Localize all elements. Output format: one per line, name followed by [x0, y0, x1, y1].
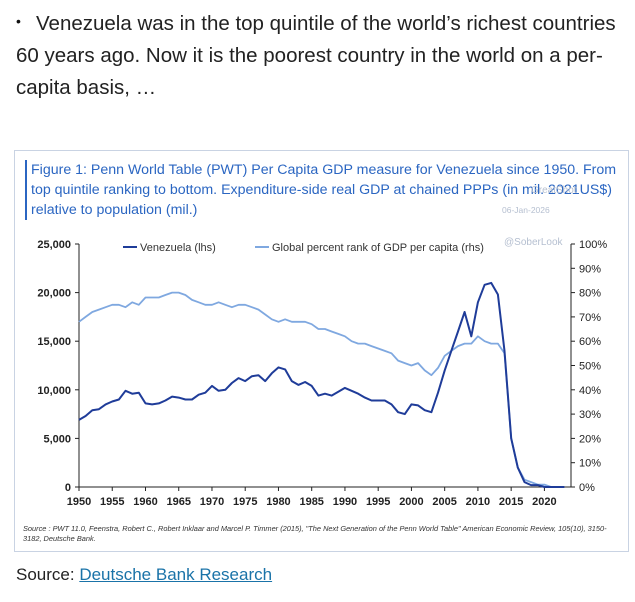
figure-title: Figure 1: Penn World Table (PWT) Per Cap… — [25, 160, 621, 220]
x-tick-label: 2020 — [532, 496, 556, 508]
legend-label: Venezuela (lhs) — [140, 242, 216, 254]
y-right-tick-label: 100% — [579, 239, 607, 251]
x-tick-label: 1990 — [333, 496, 357, 508]
series-line-global-rank — [78, 291, 565, 488]
y-right-tick-label: 0% — [579, 482, 595, 494]
intro-text: Venezuela was in the top quintile of the… — [16, 12, 616, 99]
y-left-tick-label: 25,000 — [37, 239, 71, 251]
y-left-tick-label: 10,000 — [37, 385, 71, 397]
watermark-date: 06-Jan-2026 — [502, 205, 550, 215]
y-right-tick-label: 20% — [579, 433, 601, 445]
y-right-tick-label: 10% — [579, 458, 601, 470]
x-tick-label: 1970 — [200, 496, 224, 508]
x-tick-label: 1995 — [366, 496, 390, 508]
x-tick-label: 2015 — [499, 496, 523, 508]
x-tick-label: 1985 — [299, 496, 323, 508]
series-line-venezuela — [78, 281, 565, 488]
x-tick-label: 2010 — [466, 496, 490, 508]
y-right-tick-label: 60% — [579, 336, 601, 348]
bullet-glyph: • — [16, 13, 21, 29]
y-right-tick-label: 50% — [579, 361, 601, 373]
x-tick-label: 2005 — [432, 496, 456, 508]
y-right-tick-label: 80% — [579, 288, 601, 300]
source-label: Source: — [16, 565, 80, 584]
figure-source-note: Source : PWT 11.0, Feenstra, Robert C., … — [23, 524, 607, 543]
x-tick-label: 2000 — [399, 496, 423, 508]
watermark-handle: @SoberLook — [504, 237, 563, 248]
source-link[interactable]: Deutsche Bank Research — [79, 565, 273, 584]
legend-label: Global percent rank of GDP per capita (r… — [272, 242, 484, 254]
x-tick-label: 1965 — [166, 496, 190, 508]
y-left-tick-label: 5,000 — [43, 433, 71, 445]
x-tick-label: 1975 — [233, 496, 257, 508]
y-left-tick-label: 0 — [65, 482, 71, 494]
x-tick-label: 1950 — [67, 496, 91, 508]
x-tick-label: 1960 — [133, 496, 157, 508]
source-line: Source: Deutsche Bank Research — [16, 565, 272, 585]
y-left-tick-label: 15,000 — [37, 336, 71, 348]
y-right-tick-label: 70% — [579, 312, 601, 324]
figure-card: Figure 1: Penn World Table (PWT) Per Cap… — [14, 150, 629, 552]
watermark-app: GreatShot — [531, 185, 577, 196]
line-chart: 1950 1955 1960 1965 1970 1975 1980 1985 1990 1995… — [37, 239, 607, 508]
x-tick-label: 1955 — [100, 496, 124, 508]
y-left-tick-label: 20,000 — [37, 288, 71, 300]
x-tick-label: 1980 — [266, 496, 290, 508]
y-right-tick-label: 30% — [579, 409, 601, 421]
y-right-tick-label: 90% — [579, 263, 601, 275]
y-right-tick-label: 40% — [579, 385, 601, 397]
